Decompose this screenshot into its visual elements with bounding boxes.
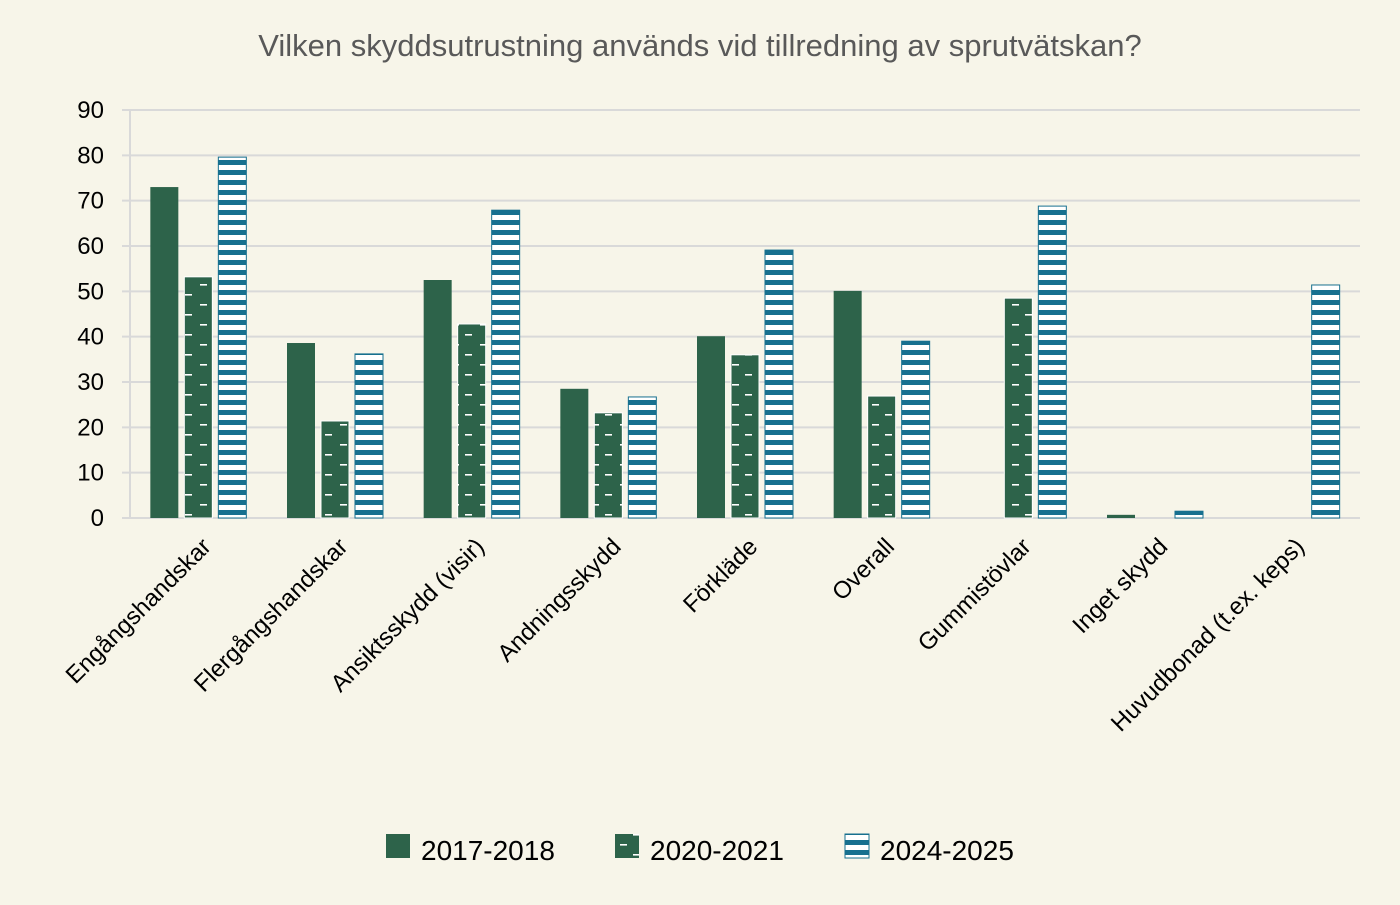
y-tick-label: 40 <box>77 324 104 351</box>
bar-2024-2025 <box>491 209 521 519</box>
y-tick-label: 0 <box>91 505 104 532</box>
bar-2024-2025 <box>1174 510 1204 519</box>
x-category-label: Ansiktsskydd (visir) <box>326 533 490 697</box>
bar-2020-2021 <box>1003 297 1033 519</box>
bar-2017-2018 <box>423 280 452 518</box>
bar-2020-2021 <box>183 276 213 519</box>
legend-swatch <box>615 834 639 858</box>
y-tick-label: 20 <box>77 414 104 441</box>
y-tick-label: 90 <box>77 97 104 124</box>
bar-2020-2021 <box>320 420 350 519</box>
bar-2024-2025 <box>764 249 794 519</box>
x-category-label: Andningsskydd <box>492 533 626 667</box>
x-category-label: Flergångshandskar <box>189 533 353 697</box>
chart-title: Vilken skyddsutrustning används vid till… <box>258 28 1141 63</box>
x-category-label: Gummistövlar <box>913 533 1037 657</box>
bar-2024-2025 <box>217 156 247 519</box>
bar-2024-2025 <box>354 353 384 519</box>
bar-2017-2018 <box>287 343 315 518</box>
y-tick-label: 70 <box>77 188 104 215</box>
x-category-label: Overall <box>827 533 900 606</box>
legend-swatch <box>386 834 410 858</box>
legend-swatch <box>844 833 870 859</box>
y-tick-label: 50 <box>77 278 104 305</box>
bar-2017-2018 <box>1107 514 1135 518</box>
bar-2024-2025 <box>1037 205 1067 519</box>
legend-item: 2024-2025 <box>844 833 1014 866</box>
bar-2024-2025 <box>901 340 931 519</box>
bar-2017-2018 <box>560 388 589 518</box>
y-tick-label: 10 <box>77 460 104 487</box>
bar-2020-2021 <box>593 412 623 519</box>
legend-item: 2017-2018 <box>386 834 555 866</box>
bar-2017-2018 <box>150 187 179 519</box>
legend-label: 2017-2018 <box>421 835 555 866</box>
bar-2017-2018 <box>697 336 725 518</box>
x-category-label: Inget skydd <box>1067 533 1173 639</box>
y-tick-label: 30 <box>77 369 104 396</box>
legend-label: 2020-2021 <box>650 835 784 866</box>
bar-2024-2025 <box>627 396 657 519</box>
bar-2020-2021 <box>730 354 760 519</box>
legend-item: 2020-2021 <box>615 834 784 866</box>
y-tick-label: 60 <box>77 233 104 260</box>
bar-2024-2025 <box>1311 284 1341 519</box>
bar-2017-2018 <box>833 290 862 518</box>
x-category-label: Engångshandskar <box>61 533 217 689</box>
bar-2020-2021 <box>457 323 487 519</box>
x-category-label: Förkläde <box>678 533 763 618</box>
bar-2020-2021 <box>867 395 897 519</box>
y-tick-label: 80 <box>77 142 104 169</box>
legend-label: 2024-2025 <box>880 835 1014 866</box>
